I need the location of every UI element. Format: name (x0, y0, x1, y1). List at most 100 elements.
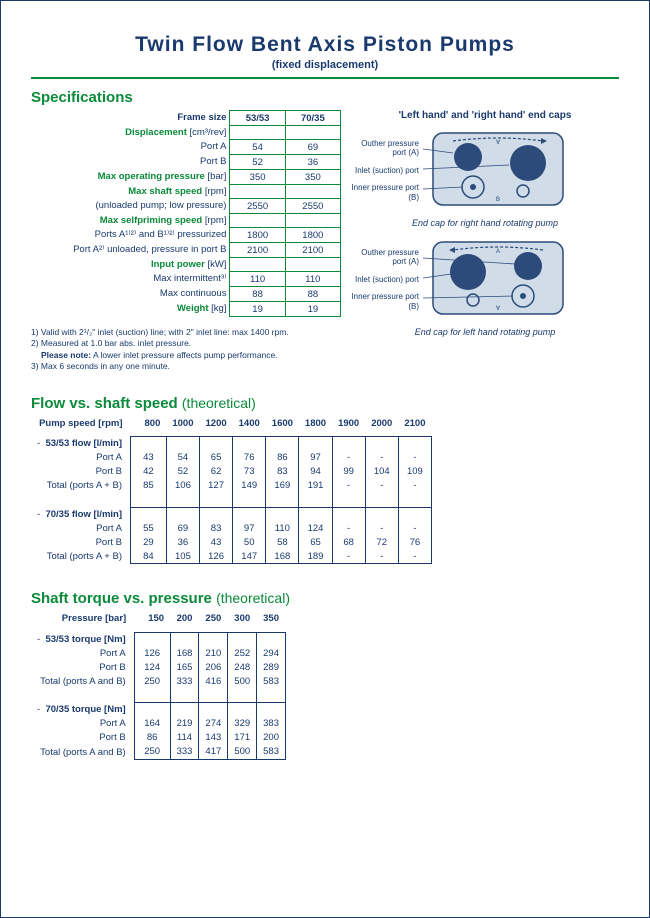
top-row: Frame size 53/53 70/35 Displacement [cm³… (31, 110, 619, 373)
row-label: Port B (31, 731, 134, 745)
col-header: 1200 (200, 416, 233, 431)
cell: 210 (199, 646, 228, 660)
spec-row-label: Max intermittent³⁾ (31, 272, 230, 287)
row-label: Port A (31, 646, 134, 660)
cell (166, 507, 199, 521)
spec-col-0: 53/53 (230, 111, 285, 126)
row-label: Port B (31, 660, 134, 674)
cell: 416 (199, 674, 228, 688)
cell: 97 (233, 521, 266, 535)
endcap-labels-left: Outher pressure port (A) Inlet (suction)… (351, 240, 423, 320)
col-label: Pump speed [rpm] (31, 416, 131, 431)
cell (398, 507, 431, 521)
spec-value: 54 (230, 140, 285, 155)
row-label: Port B (31, 535, 131, 549)
col-header: 1800 (299, 416, 332, 431)
cell: 583 (257, 674, 286, 688)
cell: 29 (131, 535, 167, 549)
col-header: 1000 (166, 416, 199, 431)
row-label: Port A (31, 521, 131, 535)
col-header: 350 (257, 611, 286, 626)
cell: 147 (233, 549, 266, 564)
cell: 109 (398, 465, 431, 479)
spec-value (230, 214, 285, 228)
cell (200, 507, 233, 521)
spec-row-label: (unloaded pump; low pressure) (31, 199, 230, 214)
cell: 106 (166, 479, 199, 493)
cell (199, 703, 228, 717)
col-header: 300 (228, 611, 257, 626)
cell: 289 (257, 660, 286, 674)
cell: 248 (228, 660, 257, 674)
cell: 69 (166, 521, 199, 535)
spec-row-label: Displacement [cm³/rev] (31, 126, 230, 140)
group-title: - 70/35 flow [l/min] (31, 507, 131, 521)
spec-table: Frame size 53/53 70/35 Displacement [cm³… (31, 110, 341, 317)
endcap-caption-left: End cap for left hand rotating pump (351, 327, 619, 337)
cell: 62 (200, 465, 233, 479)
footnote-2: 2) Measured at 1.0 bar abs. inlet pressu… (31, 338, 341, 349)
cell: 86 (134, 731, 170, 745)
cell: 76 (233, 451, 266, 465)
cell (257, 703, 286, 717)
endcap-left: Outher pressure port (A) Inlet (suction)… (351, 236, 619, 323)
cell (199, 632, 228, 646)
spec-value: 2100 (230, 243, 285, 258)
cell: 500 (228, 674, 257, 688)
cell: 127 (200, 479, 233, 493)
spec-value (230, 185, 285, 199)
group-title: - 70/35 torque [Nm] (31, 703, 134, 717)
spec-value: 1800 (230, 228, 285, 243)
cell (170, 703, 199, 717)
cell: 55 (131, 521, 167, 535)
cell: 124 (299, 521, 332, 535)
footnote-note: Please note: (41, 350, 91, 360)
footnote-3: 3) Max 6 seconds in any one minute. (31, 361, 341, 372)
spec-value: 88 (230, 287, 285, 302)
cell: 43 (200, 535, 233, 549)
row-label: Total (ports A and B) (31, 745, 134, 760)
cell: 73 (233, 465, 266, 479)
spec-value: 19 (230, 302, 285, 317)
spec-value: 88 (285, 287, 340, 302)
cell (299, 507, 332, 521)
svg-text:B: B (496, 197, 500, 203)
cell (266, 437, 299, 451)
spec-value (285, 214, 340, 228)
cell (131, 507, 167, 521)
cell: 110 (266, 521, 299, 535)
endcap-right: Outher pressure port (A) Inlet (suction)… (351, 127, 619, 214)
cell: 417 (199, 745, 228, 760)
spec-row-label: Max operating pressure [bar] (31, 170, 230, 185)
spec-row-label: Ports A¹⁾²⁾ and B¹⁾²⁾ pressurized (31, 228, 230, 243)
row-label: Port B (31, 465, 131, 479)
cell: 149 (233, 479, 266, 493)
cell: 250 (134, 745, 170, 760)
cell: - (365, 549, 398, 564)
cell: 219 (170, 717, 199, 731)
inlet-label: Inlet (suction) port (351, 166, 419, 176)
spec-row-label: Port A²⁾ unloaded, pressure in port B (31, 243, 230, 258)
cell: 583 (257, 745, 286, 760)
cell (332, 507, 365, 521)
footnotes: 1) Valid with 2¹/₂" inlet (suction) line… (31, 327, 341, 373)
spec-value (285, 126, 340, 140)
cell: - (365, 451, 398, 465)
cell: 50 (233, 535, 266, 549)
cell: 86 (266, 451, 299, 465)
spec-value: 350 (230, 170, 285, 185)
cell: 36 (166, 535, 199, 549)
page-subtitle: (fixed displacement) (31, 59, 619, 71)
spec-row-label: Max selfpriming speed [rpm] (31, 214, 230, 228)
row-label: Total (ports A + B) (31, 479, 131, 493)
section-flow: Flow vs. shaft speed (theoretical) (31, 395, 619, 412)
cell: 99 (332, 465, 365, 479)
cell: 200 (257, 731, 286, 745)
col-header: 2100 (398, 416, 431, 431)
port-b-label: Inner pressure port (B) (351, 183, 419, 202)
frame-size-label: Frame size (31, 111, 230, 126)
spec-value: 36 (285, 155, 340, 170)
endcap-title: 'Left hand' and 'right hand' end caps (351, 110, 619, 121)
cell: 126 (134, 646, 170, 660)
page-title: Twin Flow Bent Axis Piston Pumps (31, 33, 619, 57)
